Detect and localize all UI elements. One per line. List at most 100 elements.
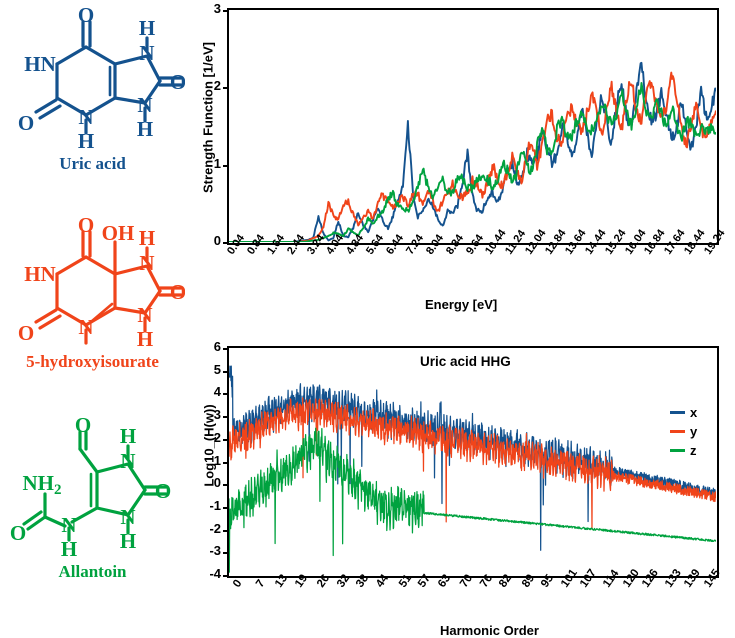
x-tick-44: 44 [373, 572, 392, 590]
x-tick-139: 139 [682, 567, 704, 590]
legend-swatch-z [670, 448, 685, 453]
y-tickmark [223, 370, 229, 373]
atom-label-o3: O [170, 280, 185, 304]
x-tick-4.84: 4.84 [344, 232, 366, 256]
atom-label-h2: H [139, 16, 155, 40]
x-tick-15.24: 15.24 [603, 227, 629, 256]
legend-item-y[interactable]: y [670, 422, 697, 441]
y-tickmark [223, 348, 229, 350]
atom-label-h: H [120, 424, 136, 448]
y-tick-1: 1 [213, 155, 221, 171]
y-tickmark [223, 461, 229, 464]
legend-label-y: y [690, 424, 698, 439]
atom-label-h3: H [61, 537, 77, 561]
x-tick-12.04: 12.04 [523, 227, 549, 256]
series-x [229, 365, 716, 551]
atom-label-o3: O [170, 70, 185, 94]
atom-label-h: H [139, 226, 155, 250]
x-tick-0.84: 0.84 [245, 232, 267, 256]
atom-label-o: O [78, 213, 94, 237]
y-tick--4: -4 [209, 566, 221, 581]
x-tick-17.64: 17.64 [662, 227, 688, 256]
x-axis-label-energy: Energy [eV] [425, 297, 498, 312]
atom-label-o: O [75, 413, 91, 437]
y-tick-2: 2 [213, 429, 221, 445]
x-tick-13: 13 [273, 572, 291, 590]
strength-function-curves [229, 61, 716, 242]
series-y [229, 397, 716, 530]
y-tickmark [223, 393, 229, 396]
y-tickmark [223, 506, 229, 509]
atom-label-n: N [78, 315, 93, 339]
atom-label-n3: N [137, 93, 152, 117]
atom-label-n: N [120, 449, 135, 473]
series-z [229, 427, 716, 573]
atom-label-n3: N [61, 513, 76, 537]
y-tick-3: 3 [213, 1, 221, 16]
hhg-curves [229, 365, 716, 573]
x-tick-2.44: 2.44 [285, 232, 307, 256]
x-tick-1.64: 1.64 [265, 232, 287, 256]
legend-label-z: z [690, 443, 697, 458]
molecule-allantoin: O H N N H O N H O NH2 Allantoin [0, 412, 185, 622]
y-tickmark [223, 87, 229, 90]
y-tickmark [223, 242, 229, 244]
atom-label-h: H [78, 129, 94, 153]
atom-label-hn: HN [24, 52, 56, 76]
x-tick-63: 63 [435, 572, 453, 590]
y-tickmark [223, 10, 229, 12]
allantoin-structure: O H N N H O N H O NH2 [10, 413, 171, 561]
legend-item-x[interactable]: x [670, 403, 697, 422]
atom-label-h2: H [120, 529, 136, 553]
x-tick-107: 107 [578, 567, 600, 590]
x-axis-label-harmonic-order: Harmonic Order [440, 623, 539, 638]
y-tickmark [223, 438, 229, 441]
y-tickmark [223, 416, 229, 419]
x-tick-76: 76 [477, 572, 495, 590]
atom-label-n: N [78, 105, 93, 129]
molecule-label-allantoin: Allantoin [58, 562, 127, 581]
x-tick-10.44: 10.44 [483, 227, 509, 256]
plot-title-hhg: Uric acid HHG [420, 354, 511, 369]
atom-label-n3: N [137, 303, 152, 327]
x-tick-9.64: 9.64 [464, 232, 486, 256]
y-tickmark [223, 552, 229, 555]
legend-swatch-y [670, 429, 685, 434]
atom-label-n2: N [120, 505, 135, 529]
y-tick-2: 2 [213, 78, 221, 94]
molecule-column: O HN O N H H N N H O Uric acid [0, 0, 185, 633]
x-tick-51: 51 [396, 572, 414, 590]
atom-label-hn: HN [24, 262, 56, 286]
molecule-5-hydroxyisourate: O OH HN O N H N N H O 5-hydroxyisourate [0, 212, 185, 412]
x-tick-16.84: 16.84 [642, 227, 668, 256]
legend-item-z[interactable]: z [670, 441, 697, 460]
legend-hhg: x y z [670, 403, 697, 460]
x-tick-19.24: 19.24 [702, 227, 728, 256]
plot-area-hhg [227, 346, 719, 578]
hydroxyisourate-structure: O OH HN O N H N N H O [18, 213, 185, 351]
x-tick-7: 7 [253, 577, 268, 590]
y-tick--3: -3 [209, 543, 221, 559]
atom-label-o2: O [18, 111, 34, 135]
atom-label-o3: O [10, 521, 26, 545]
atom-label-h3: H [137, 117, 153, 141]
legend-swatch-x [670, 410, 685, 415]
x-tick-82: 82 [497, 572, 515, 590]
atom-label-n2: N [139, 251, 154, 275]
x-tick-12.84: 12.84 [543, 227, 569, 256]
x-tick-6.44: 6.44 [384, 232, 406, 256]
y-tickmark [223, 529, 229, 532]
x-tick-133: 133 [662, 567, 684, 590]
atom-label-n2: N [139, 41, 154, 65]
molecule-label-uric-acid: Uric acid [59, 154, 126, 173]
x-tick-0.04: 0.04 [225, 232, 247, 256]
atom-label-o2: O [18, 321, 34, 345]
y-tick-1: 1 [213, 452, 221, 468]
x-tick-11.24: 11.24 [503, 228, 528, 257]
x-tick-145: 145 [701, 567, 723, 590]
x-tick-8.84: 8.84 [444, 232, 466, 256]
x-tick-14.44: 14.44 [583, 227, 609, 256]
atom-label-o: O [78, 3, 94, 27]
plot-area-strength-function [227, 8, 719, 245]
